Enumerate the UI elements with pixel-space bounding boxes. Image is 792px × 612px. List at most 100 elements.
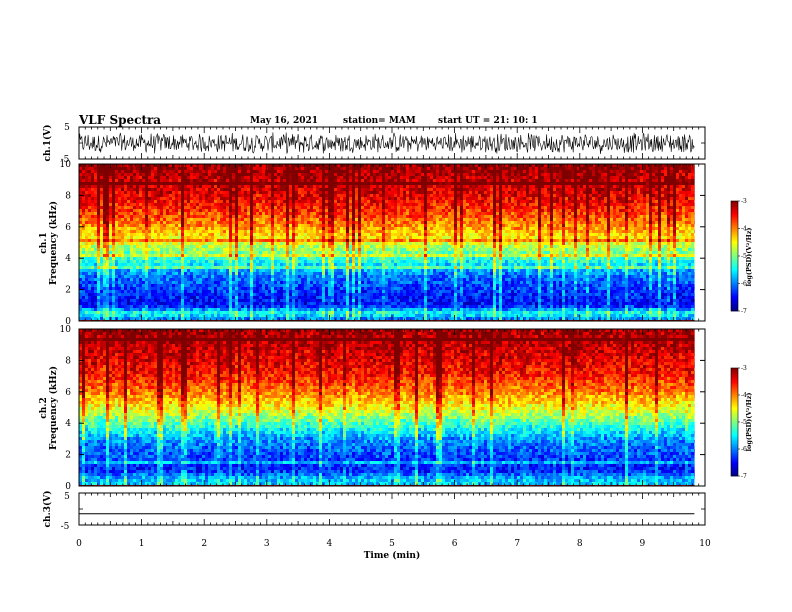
- spectrogram-cell: [106, 230, 109, 233]
- spectrogram-cell: [253, 185, 256, 188]
- spectrogram-cell: [355, 215, 358, 218]
- spectrogram-cell: [181, 176, 184, 179]
- spectrogram-cell: [247, 191, 250, 194]
- spectrogram-cell: [439, 215, 442, 218]
- spectrogram-cell: [409, 188, 412, 191]
- spectrogram-cell: [85, 221, 88, 224]
- spectrogram-cell: [388, 206, 391, 209]
- spectrogram-cell: [676, 191, 679, 194]
- spectrogram-cell: [586, 212, 589, 215]
- spectrogram-cell: [349, 185, 352, 188]
- spectrogram-cell: [94, 182, 97, 185]
- spectrogram-cell: [136, 194, 139, 197]
- spectrogram-cell: [424, 179, 427, 182]
- spectrogram-cell: [109, 227, 112, 230]
- spectrogram-cell: [256, 224, 259, 227]
- spectrogram-cell: [355, 221, 358, 224]
- spectrogram-cell: [205, 170, 208, 173]
- spectrogram-cell: [355, 227, 358, 230]
- spectrogram-cell: [118, 203, 121, 206]
- spectrogram-cell: [388, 191, 391, 194]
- spectrogram-cell: [643, 176, 646, 179]
- spectrogram-cell: [172, 176, 175, 179]
- spectrogram-cell: [553, 185, 556, 188]
- spectrogram-cell: [223, 191, 226, 194]
- spectrogram-cell: [595, 182, 598, 185]
- spectrogram-cell: [94, 170, 97, 173]
- spectrogram-cell: [664, 170, 667, 173]
- spectrogram-cell: [211, 194, 214, 197]
- spectrogram-cell: [472, 206, 475, 209]
- spectrogram-cell: [118, 200, 121, 203]
- spectrogram-cell: [346, 209, 349, 212]
- spectrogram-cell: [538, 188, 541, 191]
- spectrogram-cell: [637, 182, 640, 185]
- spectrogram-cell: [685, 188, 688, 191]
- spectrogram-cell: [328, 179, 331, 182]
- spectrogram-cell: [166, 176, 169, 179]
- spectrogram-cell: [196, 206, 199, 209]
- spectrogram-cell: [178, 176, 181, 179]
- spectrogram-cell: [208, 203, 211, 206]
- spectrogram-cell: [661, 173, 664, 176]
- spectrogram-cell: [118, 194, 121, 197]
- spectrogram-cell: [142, 191, 145, 194]
- spectrogram-cell: [235, 191, 238, 194]
- spectrogram-cell: [646, 209, 649, 212]
- spectrogram-cell: [544, 224, 547, 227]
- spectrogram-cell: [106, 224, 109, 227]
- spectrogram-cell: [595, 200, 598, 203]
- spectrogram-cell: [205, 173, 208, 176]
- ch1-ytick-top: 5: [64, 123, 70, 133]
- spectrogram-cell: [373, 179, 376, 182]
- spectrogram-cell: [487, 197, 490, 200]
- spectrogram-cell: [112, 170, 115, 173]
- spectrogram-cell: [628, 224, 631, 227]
- spectrogram-cell: [598, 176, 601, 179]
- spectrogram-cell: [475, 227, 478, 230]
- spectrogram-cell: [529, 179, 532, 182]
- spectrogram-cell: [349, 194, 352, 197]
- spectrogram-cell: [634, 203, 637, 206]
- spectrogram-cell: [328, 206, 331, 209]
- spectrogram-cell: [106, 185, 109, 188]
- spectrogram-cell: [592, 212, 595, 215]
- spectrogram-cell: [109, 218, 112, 221]
- spectrogram-cell: [280, 227, 283, 230]
- spectrogram-cell: [142, 218, 145, 221]
- spectrogram-cell: [310, 221, 313, 224]
- spectrogram-cell: [631, 212, 634, 215]
- spectrogram-cell: [493, 218, 496, 221]
- spectrogram-cell: [490, 212, 493, 215]
- spectrogram-cell: [118, 212, 121, 215]
- spectrogram-cell: [295, 230, 298, 233]
- spectrogram-cell: [325, 203, 328, 206]
- spectrogram-cell: [382, 194, 385, 197]
- spectrogram-cell: [127, 188, 130, 191]
- spectrogram-cell: [115, 203, 118, 206]
- spectrogram-cell: [490, 185, 493, 188]
- spectrogram-cell: [415, 218, 418, 221]
- spectrogram-cell: [241, 209, 244, 212]
- spectrogram-cell: [313, 221, 316, 224]
- spectrogram-cell: [217, 212, 220, 215]
- spectrogram-cell: [637, 185, 640, 188]
- spectrogram-cell: [262, 215, 265, 218]
- spectrogram-cell: [436, 215, 439, 218]
- spectrogram-cell: [643, 221, 646, 224]
- spectrogram-cell: [151, 224, 154, 227]
- spectrogram-cell: [121, 167, 124, 170]
- spectrogram-cell: [466, 224, 469, 227]
- spectrogram-cell: [307, 167, 310, 170]
- spectrogram-cell: [373, 200, 376, 203]
- spectrogram-cell: [661, 212, 664, 215]
- spectrogram-cell: [355, 197, 358, 200]
- spectrogram-cell: [529, 203, 532, 206]
- spectrogram-cell: [412, 188, 415, 191]
- spectrogram-cell: [544, 215, 547, 218]
- spectrogram-cell: [265, 218, 268, 221]
- spectrogram-cell: [199, 206, 202, 209]
- spectrogram-cell: [292, 212, 295, 215]
- spectrogram-cell: [343, 206, 346, 209]
- spectrogram-cell: [112, 227, 115, 230]
